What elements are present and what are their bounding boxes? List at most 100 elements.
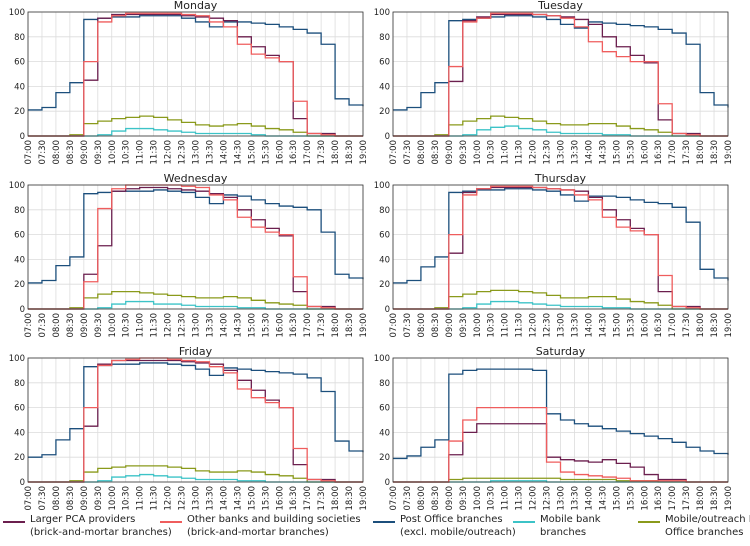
x-tick-label: 17:30 (682, 140, 692, 165)
x-tick-label: 15:30 (261, 313, 271, 338)
plot-area (27, 184, 364, 310)
x-tick-label: 18:00 (331, 140, 341, 165)
x-tick-label: 12:00 (529, 313, 539, 338)
series-line-1 (28, 184, 363, 310)
panel-title: Saturday (536, 345, 586, 358)
x-tick-label: 15:00 (247, 140, 257, 165)
legend-label-line2: Office branches (665, 527, 744, 538)
y-tick-label: 20 (14, 107, 25, 117)
x-tick-label: 19:00 (359, 313, 369, 338)
x-tick-label: 15:30 (626, 140, 636, 165)
x-tick-label: 11:00 (136, 313, 146, 338)
legend-label-line1: Post Office branches (400, 514, 503, 525)
series-line-2 (393, 15, 729, 111)
x-tick-label: 11:00 (136, 486, 146, 511)
x-tick-label: 11:30 (150, 140, 160, 165)
x-tick-label: 07:00 (24, 486, 34, 511)
x-tick-label: 12:00 (164, 140, 174, 165)
x-tick-label: 14:00 (584, 140, 594, 165)
series-line-2 (28, 362, 364, 458)
x-tick-label: 11:30 (515, 140, 525, 165)
x-tick-label: 17:30 (317, 140, 327, 165)
x-tick-label: 11:30 (150, 313, 160, 338)
x-tick-label: 14:30 (598, 313, 608, 338)
legend-item: Post Office branches (excl. mobile/outrea… (373, 514, 516, 538)
series-line-4 (393, 115, 728, 137)
x-tick-label: 13:00 (557, 140, 567, 165)
plot-area (392, 357, 729, 483)
legend-label-line2: (excl. mobile/outreach) (400, 527, 516, 538)
x-tick-label: 11:00 (501, 140, 511, 165)
y-tick-label: 0 (20, 305, 25, 315)
x-tick-label: 13:00 (557, 313, 567, 338)
series-line-1 (393, 185, 728, 310)
x-tick-label: 13:00 (192, 313, 202, 338)
x-tick-label: 12:00 (529, 486, 539, 511)
x-tick-label: 07:00 (389, 140, 399, 165)
x-tick-label: 10:00 (108, 140, 118, 165)
legend-label-line2: (brick-and-mortar branches) (30, 527, 172, 538)
x-tick-label: 14:30 (598, 486, 608, 511)
x-tick-label: 09:30 (459, 313, 469, 338)
x-tick-label: 17:00 (303, 140, 313, 165)
y-tick-label: 100 (374, 181, 390, 191)
x-tick-label: 09:00 (445, 140, 455, 165)
x-tick-label: 10:00 (473, 140, 483, 165)
legend-label-line1: Other banks and building societies (187, 514, 361, 525)
x-tick-label: 13:30 (205, 313, 215, 338)
legend-item: Mobile bank branches (513, 514, 601, 538)
x-tick-label: 19:00 (724, 486, 734, 511)
x-tick-label: 08:00 (52, 486, 62, 511)
y-tick-label: 100 (9, 8, 25, 18)
x-tick-label: 19:00 (359, 140, 369, 165)
x-tick-label: 12:30 (543, 140, 553, 165)
x-tick-label: 18:00 (696, 313, 706, 338)
x-tick-label: 18:00 (331, 313, 341, 338)
legend-label-line2: (brick-and-mortar branches) (187, 527, 329, 538)
x-tick-label: 16:30 (289, 140, 299, 165)
x-tick-label: 08:00 (52, 140, 62, 165)
x-tick-label: 08:00 (417, 486, 427, 511)
y-tick-label: 100 (9, 354, 25, 364)
x-tick-label: 16:00 (640, 140, 650, 165)
x-tick-label: 13:00 (192, 140, 202, 165)
x-tick-label: 14:00 (584, 313, 594, 338)
legend-label-line1: Mobile/outreach Post (665, 514, 750, 525)
series-line-1 (28, 357, 363, 483)
x-tick-label: 13:30 (205, 140, 215, 165)
legend-label-line1: Mobile bank (540, 514, 601, 525)
legend-item: Mobile/outreach Post Office branches (638, 514, 750, 538)
y-tick-label: 100 (374, 354, 390, 364)
x-tick-label: 09:00 (80, 486, 90, 511)
x-tick-label: 16:00 (275, 486, 285, 511)
x-tick-label: 14:30 (233, 140, 243, 165)
x-tick-label: 18:00 (331, 486, 341, 511)
x-tick-label: 08:00 (417, 313, 427, 338)
series-line-0 (393, 423, 728, 483)
x-tick-label: 16:00 (640, 486, 650, 511)
x-tick-label: 13:30 (570, 140, 580, 165)
y-tick-label: 0 (385, 305, 390, 315)
panel-title: Wednesday (164, 172, 228, 185)
x-tick-label: 15:00 (612, 140, 622, 165)
x-tick-label: 13:30 (570, 486, 580, 511)
panel-title: Thursday (534, 172, 587, 185)
x-tick-label: 07:30 (403, 486, 413, 511)
x-tick-label: 17:00 (303, 313, 313, 338)
x-tick-label: 17:00 (668, 486, 678, 511)
legend-label-line2: branches (540, 527, 586, 538)
y-tick-label: 60 (14, 231, 25, 241)
x-tick-label: 11:00 (501, 313, 511, 338)
series-line-2 (28, 189, 364, 284)
x-tick-label: 13:00 (192, 486, 202, 511)
x-tick-label: 11:00 (501, 486, 511, 511)
x-tick-label: 16:30 (654, 140, 664, 165)
x-tick-label: 07:30 (38, 486, 48, 511)
x-tick-label: 14:00 (219, 313, 229, 338)
x-tick-label: 07:00 (24, 140, 34, 165)
y-tick-label: 60 (379, 404, 390, 414)
series-line-2 (393, 188, 729, 284)
x-tick-label: 15:00 (612, 486, 622, 511)
x-tick-label: 09:00 (80, 313, 90, 338)
x-tick-label: 16:30 (654, 313, 664, 338)
